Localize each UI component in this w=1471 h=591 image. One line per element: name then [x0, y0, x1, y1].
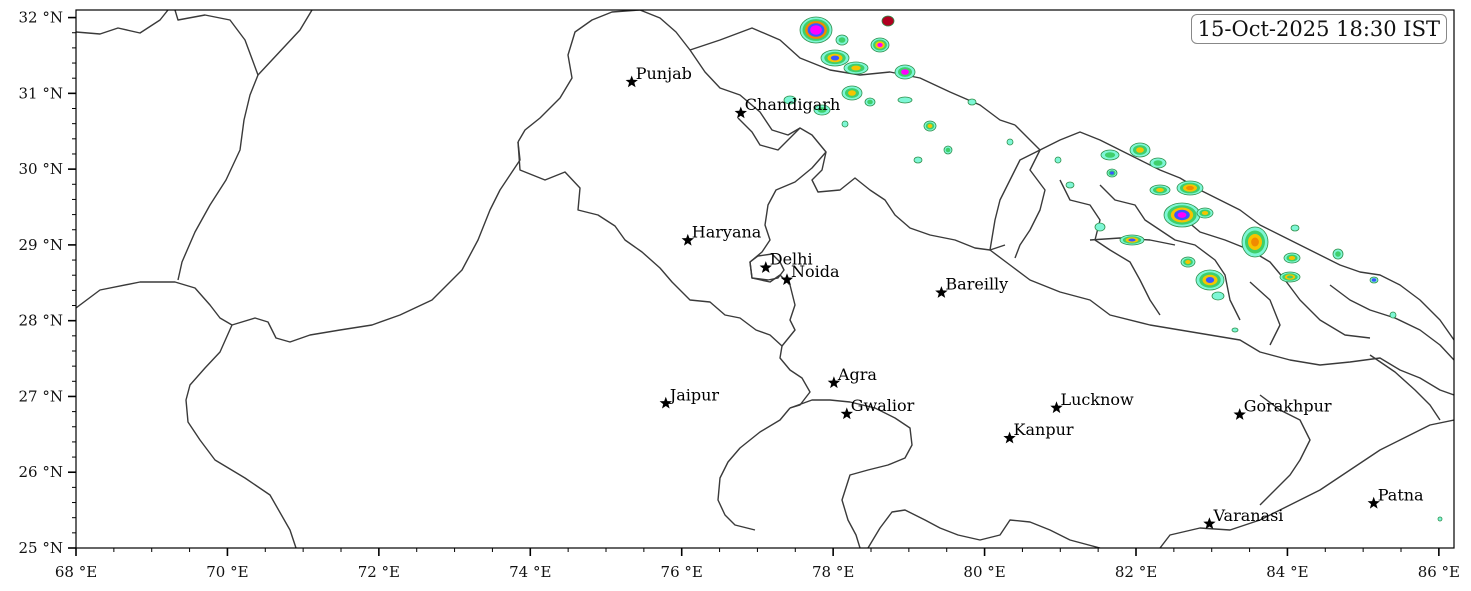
city-label: Jaipur	[668, 385, 720, 404]
precip-cell	[1129, 142, 1151, 158]
precip-cell	[943, 145, 953, 155]
y-tick-label: 29 °N	[19, 236, 63, 254]
city-label: Chandigarh	[745, 95, 840, 114]
precip-cell	[1211, 291, 1225, 301]
city-label: Gorakhpur	[1244, 397, 1332, 416]
precip-cell	[1176, 180, 1204, 196]
city-star-marker	[935, 286, 948, 298]
precip-cell	[841, 85, 863, 101]
precip-cell	[1163, 202, 1201, 228]
precipitation-overlay	[783, 15, 1443, 522]
boundary-lines	[76, 10, 1454, 548]
precip-cell	[835, 34, 849, 46]
y-tick-label: 27 °N	[19, 387, 63, 405]
precip-cell	[1065, 181, 1075, 189]
city-star-marker	[1050, 401, 1063, 414]
precip-cell	[1196, 207, 1214, 219]
precip-cell	[897, 96, 913, 104]
precip-cell	[1006, 138, 1014, 146]
plot-frame	[75, 9, 1455, 549]
x-axis: 68 °E 70 °E 72 °E 74 °E 76 °E 78 °E 80 °E 82 °E…	[55, 548, 1460, 581]
city-label: Lucknow	[1061, 390, 1135, 409]
precip-cell	[1149, 157, 1167, 169]
city-label: Agra	[837, 365, 877, 384]
precip-cell	[1437, 516, 1443, 522]
precip-cell	[1054, 156, 1062, 164]
precip-cell	[1332, 248, 1344, 260]
precip-cell	[813, 104, 831, 116]
precip-cell	[1369, 276, 1379, 284]
precip-cell	[870, 37, 890, 53]
precip-cell	[967, 98, 977, 106]
precip-cell	[820, 49, 850, 67]
y-axis: 25 °N 26 °N 27 °N 28 °N 29 °N 30 °N 31 °N 32 °N	[19, 9, 76, 557]
x-tick-label: 72 °E	[358, 563, 400, 581]
city-label: Bareilly	[945, 275, 1008, 294]
y-tick-label: 26 °N	[19, 463, 63, 481]
precip-cell	[1094, 222, 1106, 232]
precip-cell	[923, 120, 937, 132]
city-label: Gwalior	[851, 396, 915, 415]
precip-cell	[1290, 224, 1300, 232]
city-label: Delhi	[770, 250, 813, 269]
city-star-marker	[1003, 431, 1016, 444]
y-tick-label: 25 °N	[19, 539, 63, 557]
x-tick-label: 70 °E	[206, 563, 248, 581]
city-label: Haryana	[692, 222, 762, 241]
city-label: Noida	[791, 262, 840, 281]
precip-cell	[894, 64, 916, 80]
precip-cell	[1241, 226, 1269, 258]
precip-cell	[1106, 168, 1118, 178]
city-star-marker	[681, 233, 694, 246]
x-tick-label: 80 °E	[963, 563, 1005, 581]
x-tick-label: 84 °E	[1266, 563, 1308, 581]
city-star-marker	[1367, 496, 1380, 509]
city-star-marker	[625, 75, 638, 88]
precip-cell	[1283, 252, 1301, 264]
city-star-marker	[659, 396, 672, 409]
y-tick-label: 30 °N	[19, 160, 63, 178]
x-tick-label: 76 °E	[661, 563, 703, 581]
y-tick-label: 28 °N	[19, 312, 63, 330]
precip-cell	[1279, 271, 1301, 283]
precip-cell	[1195, 269, 1225, 291]
precip-cell	[841, 120, 849, 128]
precip-cell	[799, 16, 833, 44]
city-star-marker	[780, 273, 794, 285]
precip-cell	[1180, 256, 1196, 268]
city-star-marker	[827, 376, 841, 389]
precip-cell	[783, 95, 797, 105]
precip-cell	[1231, 327, 1239, 333]
x-tick-label: 68 °E	[55, 563, 97, 581]
city-star-marker	[1233, 408, 1246, 420]
city-star-marker	[840, 407, 853, 420]
timestamp-label: 15-Oct-2025 18:30 IST	[1190, 14, 1447, 44]
precip-cell	[1389, 311, 1397, 319]
precip-cell	[864, 97, 876, 107]
precip-cell	[1149, 184, 1171, 196]
x-tick-label: 78 °E	[812, 563, 854, 581]
city-label: Punjab	[636, 64, 692, 83]
x-tick-label: 74 °E	[509, 563, 551, 581]
city-star-marker	[734, 106, 747, 119]
precip-cell	[1100, 149, 1120, 161]
city-label: Varanasi	[1212, 506, 1283, 525]
x-tick-label: 82 °E	[1115, 563, 1157, 581]
city-label: Kanpur	[1014, 420, 1074, 439]
x-tick-label: 86 °E	[1418, 563, 1460, 581]
precip-cell	[913, 156, 923, 164]
precip-cell	[843, 61, 869, 75]
precip-cell	[1119, 234, 1145, 246]
city-star-marker	[1203, 517, 1216, 529]
city-star-marker	[759, 261, 772, 273]
y-tick-label: 31 °N	[19, 84, 63, 102]
city-label: Patna	[1378, 485, 1424, 504]
y-tick-label: 32 °N	[19, 9, 63, 27]
precip-cell	[881, 15, 895, 27]
